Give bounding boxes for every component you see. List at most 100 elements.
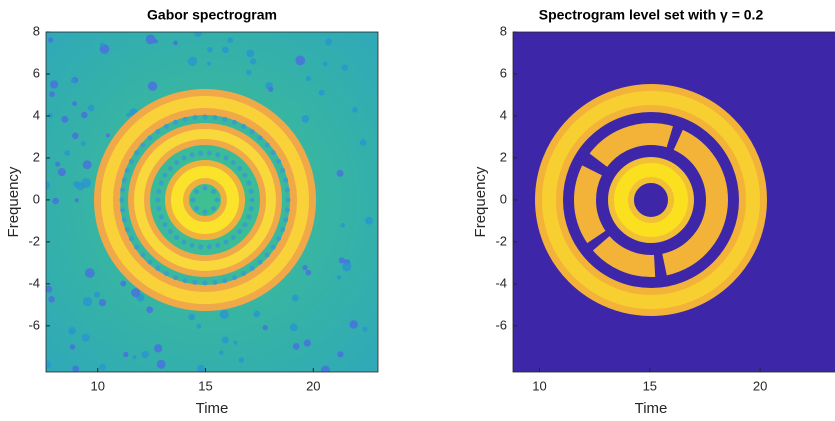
dot — [194, 205, 200, 211]
speckle — [305, 75, 311, 81]
dot — [162, 222, 168, 228]
chart-title: Gabor spectrogram — [147, 7, 277, 23]
dot — [206, 244, 212, 250]
dot — [173, 119, 179, 125]
speckle — [352, 106, 358, 113]
speckle — [303, 339, 312, 347]
dot — [140, 142, 146, 148]
y-tick-label: -6 — [28, 317, 40, 332]
dot — [155, 197, 161, 203]
y-tick-label: -2 — [28, 233, 40, 248]
speckle — [305, 269, 312, 276]
dot — [212, 115, 218, 121]
speckle — [246, 49, 255, 58]
x-axis-label: Time — [196, 400, 229, 417]
dot — [248, 206, 254, 212]
dot — [206, 150, 212, 156]
chart-title: Spectrogram level set with γ = 0.2 — [539, 7, 764, 23]
dot — [210, 189, 216, 195]
speckle — [289, 323, 298, 332]
speckle — [253, 310, 261, 318]
speckle — [340, 223, 346, 228]
speckle — [262, 324, 268, 331]
speckle — [105, 133, 110, 138]
speckle — [72, 132, 79, 140]
axes-box — [512, 31, 835, 373]
dot — [241, 270, 247, 276]
speckle — [61, 115, 69, 123]
speckle — [320, 365, 330, 372]
dot — [223, 239, 229, 245]
speckle — [73, 180, 80, 188]
speckle — [221, 336, 229, 344]
dot — [121, 177, 127, 183]
speckle — [292, 342, 300, 350]
speckle — [336, 275, 342, 280]
dot — [246, 180, 252, 186]
dot — [210, 205, 216, 211]
speckle — [49, 80, 59, 89]
dot — [231, 119, 237, 125]
dot — [284, 187, 290, 193]
speckle — [82, 297, 93, 307]
dot — [182, 116, 188, 122]
speckle — [246, 69, 252, 76]
y-tick-label: 6 — [500, 65, 507, 80]
speckle — [141, 350, 149, 359]
dot — [189, 152, 195, 158]
dot — [257, 259, 263, 265]
dot — [194, 189, 200, 195]
speckle — [342, 262, 352, 272]
dot — [158, 180, 164, 186]
dot — [275, 236, 281, 242]
speckle — [93, 291, 101, 298]
speckle — [81, 111, 88, 119]
speckle — [301, 115, 310, 123]
speckle — [238, 357, 245, 363]
dot — [120, 207, 126, 213]
x-axis-label: Time — [635, 400, 668, 417]
dot — [223, 155, 229, 161]
dot — [222, 278, 228, 284]
dot — [242, 172, 248, 178]
dot — [147, 135, 153, 141]
speckle — [82, 160, 92, 170]
speckle — [145, 34, 156, 45]
dot — [257, 135, 263, 141]
y-tick-label: 2 — [500, 149, 507, 164]
speckle — [291, 294, 299, 302]
dot — [147, 259, 153, 265]
dot — [202, 280, 208, 286]
dot — [198, 150, 204, 156]
speckle — [338, 257, 345, 264]
y-axis-label: Frequency — [472, 166, 489, 237]
dot — [248, 188, 254, 194]
dot — [192, 279, 198, 285]
speckle — [268, 86, 274, 92]
dot — [237, 165, 243, 171]
speckle — [120, 280, 127, 287]
dot — [181, 239, 187, 245]
x-tick-label: 10 — [532, 378, 546, 393]
speckle — [146, 306, 154, 314]
dot — [249, 265, 255, 271]
dot — [264, 142, 270, 148]
y-tick-label: 4 — [33, 107, 40, 122]
speckle — [153, 39, 158, 44]
speckle — [49, 91, 55, 97]
speckle — [173, 40, 178, 46]
y-tick-label: 8 — [500, 23, 507, 38]
dot — [222, 116, 228, 122]
speckle — [227, 37, 234, 44]
dot — [129, 236, 135, 242]
speckle — [207, 61, 212, 66]
x-tick-label: 10 — [91, 378, 105, 393]
dot — [134, 150, 140, 156]
dot — [280, 226, 286, 232]
dot — [163, 270, 169, 276]
speckle — [337, 351, 344, 358]
speckle — [222, 46, 229, 54]
speckle — [57, 168, 66, 177]
dot — [237, 229, 243, 235]
speckle — [318, 89, 325, 96]
